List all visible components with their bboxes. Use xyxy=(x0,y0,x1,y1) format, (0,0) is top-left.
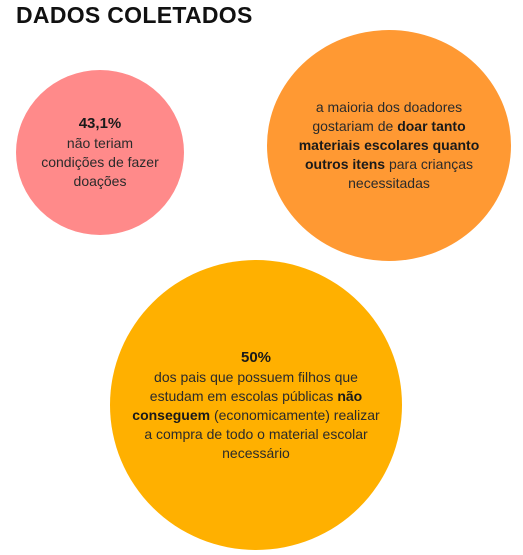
stat-value: 43,1% xyxy=(78,115,122,132)
stat-description-end: para crianças necessitadas xyxy=(348,156,474,191)
stat-circle-donation-capacity: 43,1% não teriam condições de fazer doaç… xyxy=(16,70,184,235)
stat-circle-parents: 50% dos pais que possuem filhos que estu… xyxy=(110,260,402,550)
page-title: DADOS COLETADOS xyxy=(16,2,253,28)
circle-content: a maioria dos doadores gostariam de doar… xyxy=(295,98,483,193)
stat-description-highlight: doar tanto materiais escolares quanto ou… xyxy=(298,118,480,172)
stat-description-end: (economicamente) realizar a compra de to… xyxy=(144,406,380,461)
stat-description-highlight: não conseguem xyxy=(132,387,363,423)
circle-content: 50% dos pais que possuem filhos que estu… xyxy=(132,348,380,463)
stat-description-start: a maioria dos doadores gostariam de xyxy=(312,99,463,134)
stat-description: não teriam condições de fazer doações xyxy=(41,135,159,189)
stat-value: 50% xyxy=(240,348,272,366)
stat-description-start: dos pais que possuem filhos que estudam … xyxy=(149,368,358,404)
circle-content: 43,1% não teriam condições de fazer doaç… xyxy=(34,114,166,191)
stat-circle-donor-preference: a maioria dos doadores gostariam de doar… xyxy=(267,30,511,261)
